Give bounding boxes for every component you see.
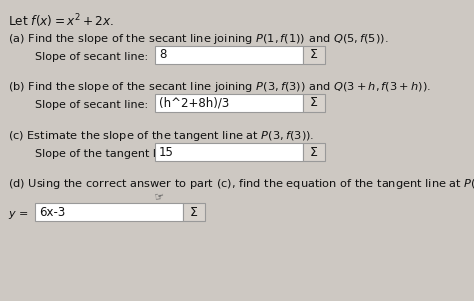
Bar (183, 203, 205, 221)
Text: Slope of the tangent line :: Slope of the tangent line : (35, 149, 180, 159)
Text: $y$ =: $y$ = (8, 209, 28, 221)
Text: (c) Estimate the slope of the tangent line at $P(3, f(3))$.: (c) Estimate the slope of the tangent li… (8, 129, 314, 143)
Text: (h^2+8h)/3: (h^2+8h)/3 (159, 97, 229, 110)
Text: 8: 8 (159, 48, 166, 61)
Bar (303, 94, 325, 112)
Bar (303, 143, 325, 161)
Text: Slope of secant line:: Slope of secant line: (35, 52, 148, 62)
Text: (b) Find the slope of the secant line joining $P(3, f(3))$ and $Q(3 + h, f(3 + h: (b) Find the slope of the secant line jo… (8, 80, 431, 94)
Text: 15: 15 (159, 145, 174, 159)
Text: (d) Using the correct answer to part (c), find the equation of the tangent line : (d) Using the correct answer to part (c)… (8, 177, 474, 191)
Bar (303, 46, 325, 64)
Text: (a) Find the slope of the secant line joining $P(1, f(1))$ and $Q(5, f(5))$.: (a) Find the slope of the secant line jo… (8, 32, 389, 46)
Bar (155, 46, 303, 64)
Text: Σ: Σ (310, 97, 318, 110)
Bar (155, 143, 303, 161)
Text: ☞: ☞ (154, 191, 166, 203)
Text: Slope of secant line:: Slope of secant line: (35, 100, 148, 110)
Text: 6x-3: 6x-3 (39, 206, 65, 219)
Text: Σ: Σ (310, 48, 318, 61)
Text: Let $f(x) = x^2 + 2x.$: Let $f(x) = x^2 + 2x.$ (8, 12, 114, 29)
Text: Σ: Σ (190, 206, 198, 219)
Bar (35, 203, 183, 221)
Bar (155, 94, 303, 112)
Text: Σ: Σ (310, 145, 318, 159)
